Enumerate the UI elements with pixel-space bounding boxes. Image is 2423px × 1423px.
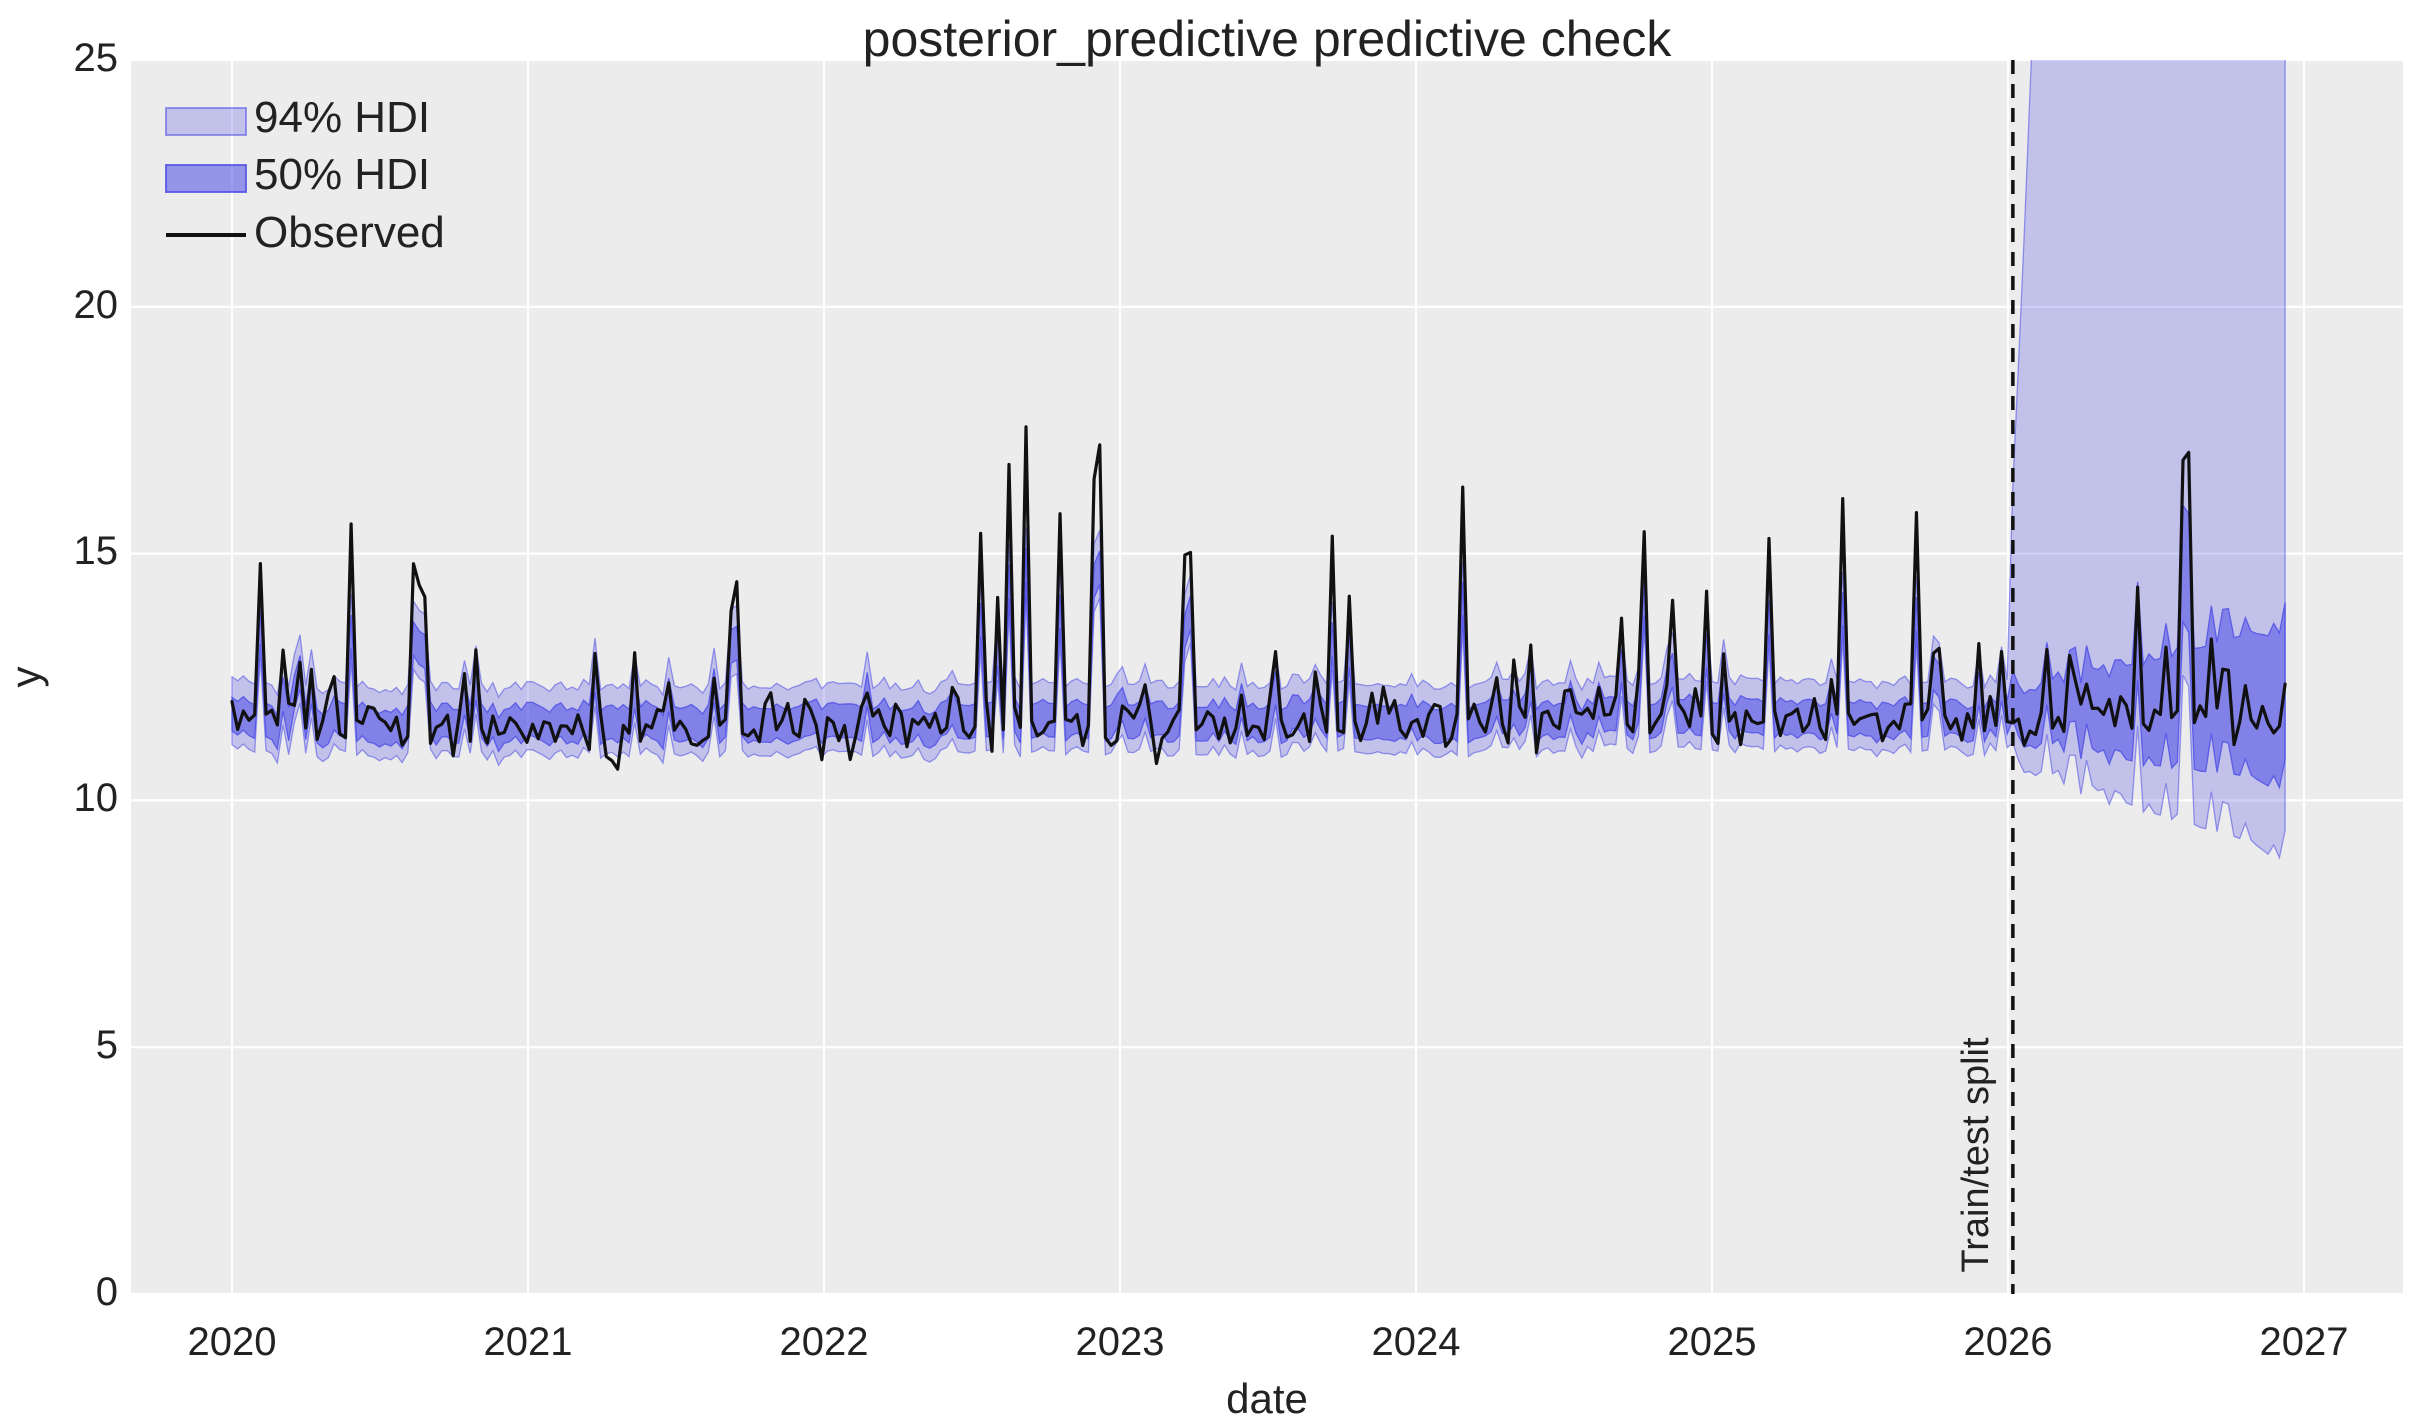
svg-text:0: 0 [96, 1270, 118, 1314]
svg-text:2024: 2024 [1372, 1320, 1461, 1364]
svg-text:Observed: Observed [254, 208, 445, 257]
svg-text:y: y [2, 667, 49, 688]
svg-text:25: 25 [74, 36, 119, 80]
svg-text:2021: 2021 [484, 1320, 573, 1364]
svg-text:Train/test split: Train/test split [1955, 1037, 1997, 1273]
svg-text:2023: 2023 [1076, 1320, 1165, 1364]
svg-text:10: 10 [74, 776, 119, 820]
svg-text:50% HDI: 50% HDI [254, 150, 430, 199]
svg-text:2020: 2020 [188, 1320, 277, 1364]
svg-text:2025: 2025 [1668, 1320, 1757, 1364]
svg-text:2022: 2022 [780, 1320, 869, 1364]
svg-text:20: 20 [74, 283, 119, 327]
svg-text:posterior_predictive predictiv: posterior_predictive predictive check [863, 11, 1673, 67]
svg-text:date: date [1226, 1375, 1308, 1422]
svg-text:2027: 2027 [2260, 1320, 2349, 1364]
svg-text:2026: 2026 [1964, 1320, 2053, 1364]
svg-text:15: 15 [74, 529, 119, 573]
svg-text:5: 5 [96, 1023, 118, 1067]
svg-text:94% HDI: 94% HDI [254, 93, 430, 142]
